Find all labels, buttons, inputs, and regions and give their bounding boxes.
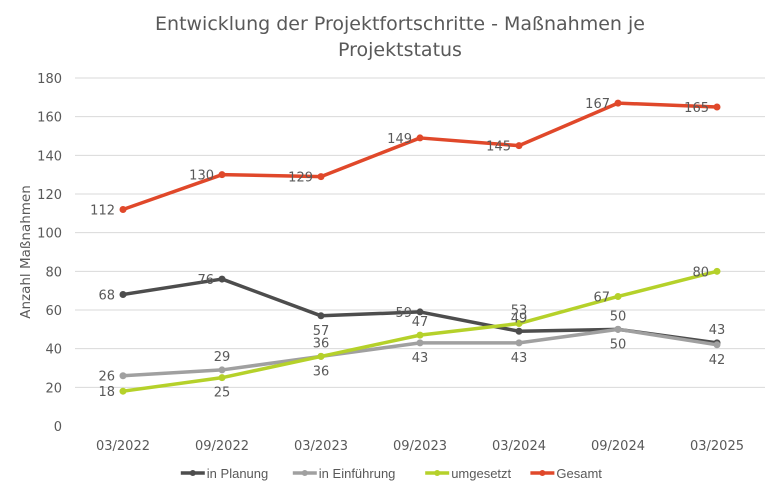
legend-label: Gesamt [556, 466, 602, 481]
x-tick-label: 03/2025 [690, 439, 744, 454]
chart-title-line-1: Entwicklung der Projektfortschritte - Ma… [155, 13, 645, 35]
data-label-in-einf-hrung: 42 [709, 353, 726, 368]
y-tick-label: 100 [37, 227, 62, 242]
legend-item-in-planung: in Planung [180, 466, 268, 481]
data-point-gesamt [614, 99, 622, 107]
x-tick-label: 09/2024 [591, 439, 645, 454]
data-point-in-einf-hrung [416, 339, 424, 347]
y-tick-label: 0 [54, 420, 62, 435]
y-tick-label: 180 [37, 72, 62, 87]
data-label-in-planung: 59 [395, 306, 412, 321]
data-point-gesamt [713, 103, 721, 111]
x-tick-label: 09/2023 [393, 439, 447, 454]
data-label-umgesetzt: 67 [593, 290, 610, 305]
data-label-umgesetzt: 18 [98, 385, 115, 400]
data-label-in-planung: 50 [610, 309, 627, 324]
chart-title-line-2: Projektstatus [338, 39, 462, 61]
data-point-in-einf-hrung [218, 366, 226, 374]
data-point-umgesetzt [317, 352, 325, 360]
data-point-in-planung [119, 291, 127, 299]
data-point-umgesetzt [515, 320, 523, 328]
legend-label: umgesetzt [451, 466, 511, 481]
legend-marker [434, 470, 441, 476]
data-label-umgesetzt: 36 [313, 364, 330, 379]
data-label-in-einf-hrung: 29 [214, 350, 231, 365]
y-tick-label: 80 [45, 265, 62, 280]
data-label-in-einf-hrung: 50 [610, 337, 627, 352]
data-label-in-planung: 57 [313, 324, 330, 339]
x-tick-label: 03/2024 [492, 439, 546, 454]
data-point-umgesetzt [119, 387, 127, 395]
data-point-in-einf-hrung [515, 339, 523, 347]
data-label-umgesetzt: 53 [511, 304, 528, 319]
data-label-gesamt: 112 [90, 203, 115, 218]
chart-title: Entwicklung der Projektfortschritte - Ma… [155, 13, 645, 61]
legend-item-gesamt: Gesamt [530, 466, 602, 481]
data-label-gesamt: 167 [585, 97, 610, 112]
y-tick-label: 160 [37, 111, 62, 126]
legend-label: in Planung [207, 466, 268, 481]
data-label-in-einf-hrung: 43 [412, 351, 429, 366]
data-point-umgesetzt [218, 374, 226, 382]
x-tick-label: 03/2023 [294, 439, 348, 454]
data-label-umgesetzt: 25 [214, 386, 231, 401]
data-label-in-planung: 49 [511, 311, 528, 326]
data-point-in-einf-hrung [614, 325, 622, 333]
legend-marker [301, 470, 308, 476]
data-point-in-planung [515, 327, 523, 335]
data-label-umgesetzt: 47 [412, 315, 429, 330]
data-label-in-planung: 76 [197, 273, 214, 288]
x-tick-label: 03/2022 [96, 439, 150, 454]
data-point-in-einf-hrung [119, 372, 127, 380]
y-axis-ticks: 0 20 40 60 80 100 120 140 160 180 [37, 72, 62, 435]
data-label-gesamt: 145 [486, 140, 511, 155]
data-label-in-planung: 43 [709, 323, 726, 338]
data-label-in-einf-hrung: 26 [98, 370, 115, 385]
data-point-gesamt [416, 134, 424, 142]
data-point-in-planung [416, 308, 424, 316]
data-label-in-planung: 68 [98, 289, 115, 304]
data-label-in-einf-hrung: 36 [313, 336, 330, 351]
data-label-gesamt: 149 [387, 132, 412, 147]
y-tick-label: 60 [45, 304, 62, 319]
x-tick-label: 09/2022 [195, 439, 249, 454]
legend: in Planung in Einführung umgesetzt Gesamt [180, 466, 602, 481]
data-labels: 68 76 57 59 49 50 43 26 29 36 43 43 50 42 18 25 36 47 53 67… [90, 97, 725, 401]
data-label-gesamt: 165 [684, 101, 709, 116]
data-point-gesamt [317, 173, 325, 181]
legend-marker [189, 470, 196, 476]
data-point-in-planung [317, 312, 325, 320]
legend-label: in Einführung [319, 466, 396, 481]
data-point-in-einf-hrung [713, 341, 721, 349]
y-tick-label: 20 [45, 381, 62, 396]
data-label-gesamt: 130 [189, 169, 214, 184]
x-axis-ticks: 03/2022 09/2022 03/2023 09/2023 03/2024 09/20… [96, 439, 744, 454]
gridlines [75, 77, 765, 388]
data-point-gesamt [218, 171, 226, 179]
data-point-umgesetzt [416, 331, 424, 339]
data-label-gesamt: 129 [288, 171, 313, 186]
data-label-umgesetzt: 80 [692, 265, 709, 280]
y-axis-label: Anzahl Maßnahmen [18, 185, 34, 319]
series-lines [119, 99, 721, 395]
data-point-gesamt [119, 205, 127, 213]
legend-marker [539, 470, 546, 476]
data-label-in-einf-hrung: 43 [511, 351, 528, 366]
data-point-gesamt [515, 142, 523, 150]
legend-item-in-einf-hrung: in Einführung [292, 466, 396, 481]
data-point-in-planung [218, 275, 226, 283]
data-point-umgesetzt [713, 267, 721, 275]
y-tick-label: 40 [45, 343, 62, 358]
y-tick-label: 140 [37, 149, 62, 164]
data-point-umgesetzt [614, 292, 622, 300]
legend-item-umgesetzt: umgesetzt [425, 466, 512, 481]
y-tick-label: 120 [37, 188, 62, 203]
